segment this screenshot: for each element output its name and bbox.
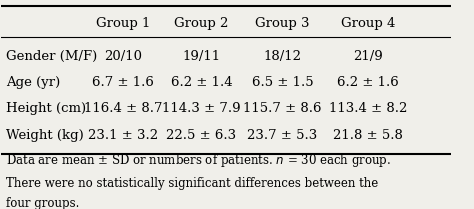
Text: Group 1: Group 1 (96, 17, 150, 30)
Text: 6.2 ± 1.4: 6.2 ± 1.4 (171, 76, 232, 89)
Text: Group 3: Group 3 (255, 17, 310, 30)
Text: 6.7 ± 1.6: 6.7 ± 1.6 (92, 76, 154, 89)
Text: 6.5 ± 1.5: 6.5 ± 1.5 (252, 76, 313, 89)
Text: 19/11: 19/11 (182, 50, 220, 63)
Text: Group 2: Group 2 (174, 17, 229, 30)
Text: 23.7 ± 5.3: 23.7 ± 5.3 (247, 129, 318, 141)
Text: There were no statistically significant differences between the: There were no statistically significant … (6, 177, 378, 190)
Text: 23.1 ± 3.2: 23.1 ± 3.2 (88, 129, 158, 141)
Text: 22.5 ± 6.3: 22.5 ± 6.3 (166, 129, 237, 141)
Text: 20/10: 20/10 (104, 50, 142, 63)
Text: Age (yr): Age (yr) (6, 76, 60, 89)
Text: Group 4: Group 4 (341, 17, 395, 30)
Text: 114.3 ± 7.9: 114.3 ± 7.9 (162, 102, 241, 115)
Text: four groups.: four groups. (6, 197, 79, 209)
Text: Gender (M/F): Gender (M/F) (6, 50, 97, 63)
Text: Height (cm): Height (cm) (6, 102, 86, 115)
Text: 18/12: 18/12 (264, 50, 301, 63)
Text: 113.4 ± 8.2: 113.4 ± 8.2 (329, 102, 407, 115)
Text: 21.8 ± 5.8: 21.8 ± 5.8 (333, 129, 403, 141)
Text: 21/9: 21/9 (353, 50, 383, 63)
Text: 6.2 ± 1.6: 6.2 ± 1.6 (337, 76, 399, 89)
Text: Weight (kg): Weight (kg) (6, 129, 83, 141)
Text: Data are mean ± SD or numbers of patients. $n$ = 30 each group.: Data are mean ± SD or numbers of patient… (6, 152, 391, 169)
Text: 116.4 ± 8.7: 116.4 ± 8.7 (83, 102, 162, 115)
Text: 115.7 ± 8.6: 115.7 ± 8.6 (243, 102, 322, 115)
